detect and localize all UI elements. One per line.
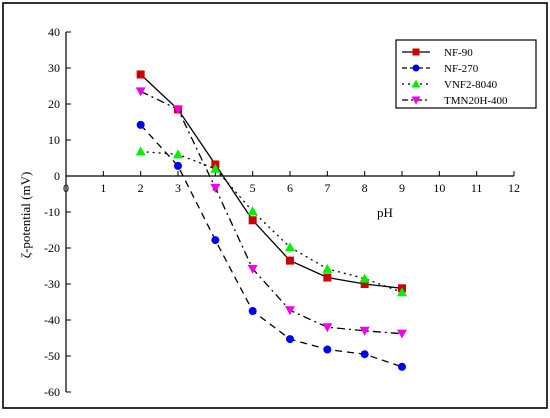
series-vnf2-8040 bbox=[135, 146, 407, 297]
data-point bbox=[323, 273, 332, 282]
x-axis-title: pH bbox=[377, 205, 393, 220]
series-line bbox=[140, 124, 403, 368]
legend-label: VNF2-8040 bbox=[444, 79, 498, 91]
y-tick-label: -60 bbox=[44, 385, 60, 399]
x-tick-label: 2 bbox=[138, 181, 144, 195]
x-tick-label: 10 bbox=[433, 181, 445, 195]
data-point bbox=[412, 64, 420, 72]
x-tick-label: 9 bbox=[399, 181, 405, 195]
y-tick-label: -10 bbox=[44, 205, 60, 219]
legend-label: TMN20H-400 bbox=[444, 95, 508, 107]
legend-item: TMN20H-400 bbox=[402, 95, 508, 107]
legend-label: NF-90 bbox=[444, 47, 473, 59]
legend-label: NF-270 bbox=[444, 63, 479, 75]
data-point bbox=[248, 307, 257, 315]
data-point bbox=[248, 216, 257, 225]
data-point bbox=[247, 264, 258, 274]
series-layer bbox=[135, 70, 407, 371]
legend-item: VNF2-8040 bbox=[402, 79, 498, 91]
data-point bbox=[247, 206, 258, 216]
data-point bbox=[323, 345, 332, 354]
data-point bbox=[360, 350, 369, 359]
x-tick-label: 12 bbox=[508, 181, 520, 195]
data-point bbox=[360, 280, 369, 288]
y-tick-label: -30 bbox=[44, 277, 60, 291]
data-point bbox=[174, 161, 182, 170]
data-point bbox=[210, 163, 221, 173]
data-point bbox=[285, 306, 295, 316]
data-point bbox=[210, 183, 221, 193]
data-point bbox=[397, 329, 407, 339]
series-tmn20h-400 bbox=[135, 87, 407, 339]
data-point bbox=[322, 263, 333, 273]
x-tick-label: 3 bbox=[175, 181, 181, 195]
data-point bbox=[411, 96, 421, 105]
data-point bbox=[136, 120, 145, 129]
y-tick-label: 10 bbox=[48, 133, 60, 147]
data-point bbox=[397, 287, 407, 297]
y-tick-label: -20 bbox=[44, 241, 60, 255]
data-point bbox=[173, 149, 183, 159]
y-tick-label: -40 bbox=[44, 313, 60, 327]
data-point bbox=[411, 79, 421, 88]
x-tick-label: 11 bbox=[471, 181, 483, 195]
x-tick-label: 6 bbox=[287, 181, 293, 195]
data-point bbox=[359, 273, 370, 283]
x-tick-label: 5 bbox=[250, 181, 256, 195]
data-point bbox=[135, 146, 146, 156]
data-point bbox=[359, 326, 370, 336]
series-nf-270 bbox=[136, 120, 406, 371]
data-point bbox=[285, 242, 295, 252]
x-tick-label: 7 bbox=[324, 181, 330, 195]
y-tick-label: 40 bbox=[48, 25, 60, 39]
series-line bbox=[140, 90, 403, 335]
y-tick-label: 20 bbox=[48, 97, 60, 111]
series-line bbox=[140, 74, 403, 289]
legend-item: NF-270 bbox=[402, 63, 479, 75]
x-tick-label: 8 bbox=[362, 181, 368, 195]
legend-item: NF-90 bbox=[402, 47, 473, 59]
legend: NF-90 NF-270 VNF2-8040 TMN20H-400 bbox=[395, 39, 537, 109]
x-tick-label: 0 bbox=[63, 181, 69, 195]
data-point bbox=[412, 48, 420, 56]
data-point bbox=[173, 105, 183, 115]
y-axis-title: ζ-potential (mV) bbox=[18, 172, 33, 259]
y-tick-label: 30 bbox=[48, 61, 60, 75]
data-point bbox=[135, 87, 146, 97]
data-point bbox=[136, 70, 145, 79]
data-point bbox=[322, 323, 333, 333]
x-tick-label: 1 bbox=[100, 181, 106, 195]
data-point bbox=[398, 362, 406, 371]
y-tick-label: -50 bbox=[44, 349, 60, 363]
data-point bbox=[286, 335, 294, 344]
data-point bbox=[211, 236, 220, 245]
y-tick-label: 0 bbox=[54, 169, 60, 183]
data-point bbox=[286, 256, 294, 265]
